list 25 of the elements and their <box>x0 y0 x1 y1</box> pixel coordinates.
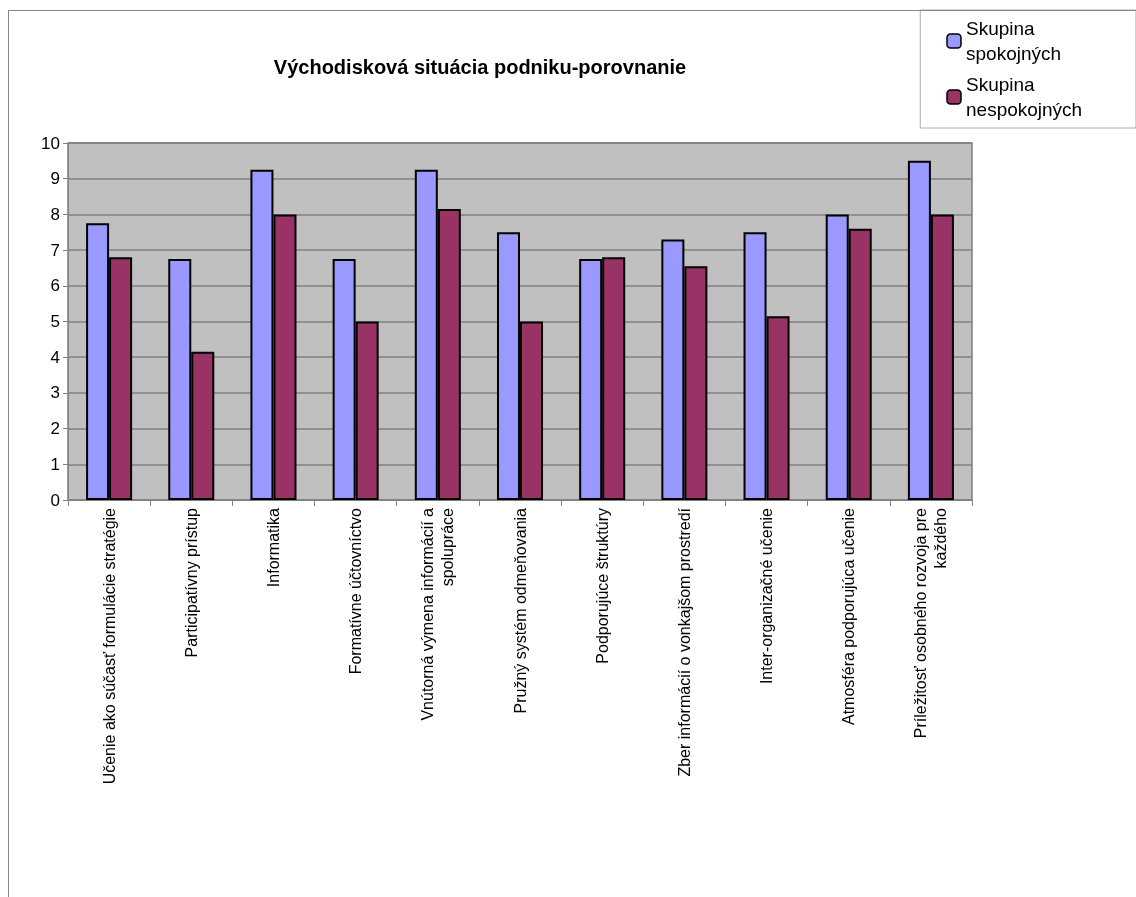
chart-title: Východisková situácia podniku-porovnanie <box>273 56 687 78</box>
y-tick-label: 3 <box>50 383 60 403</box>
y-tick-label: 7 <box>50 240 60 260</box>
x-tick-label: Inter-organizačné učenie <box>758 507 776 685</box>
x-tick-label: Učenie ako súčasť formulácie stratégie <box>100 507 118 785</box>
x-tick-label: Vnútorná výmena informácií a spolupráce <box>419 507 457 721</box>
y-tick-label: 2 <box>50 419 60 439</box>
legend-label: Skupina spokojných <box>966 18 1062 64</box>
legend-label: Skupina nespokojných <box>966 74 1083 120</box>
x-tick-label: Príležitosť osobného rozvoja pre každého <box>912 507 950 739</box>
x-tick-label: Podporujúce štruktúry <box>593 508 611 664</box>
x-tick-label: Zber informácií o vonkajšom prostredí <box>675 507 693 777</box>
x-tick-label: Informatika <box>264 507 282 588</box>
y-tick-label: 8 <box>50 204 60 224</box>
x-tick-label: Pružný systém odmeňovania <box>511 507 529 714</box>
y-tick-label: 0 <box>50 490 60 510</box>
y-tick-label: 10 <box>41 133 60 153</box>
y-tick-label: 9 <box>50 169 60 189</box>
x-tick-label: Formatívne účtovníctvo <box>347 507 365 675</box>
y-tick-label: 4 <box>50 347 60 367</box>
y-tick-label: 5 <box>50 312 60 331</box>
y-tick-label: 1 <box>50 454 60 474</box>
x-tick-label: Atmosféra podporujúca učenie <box>840 507 858 726</box>
y-tick-label: 6 <box>50 276 60 296</box>
x-tick-label: Participatívny prístup <box>182 507 200 658</box>
